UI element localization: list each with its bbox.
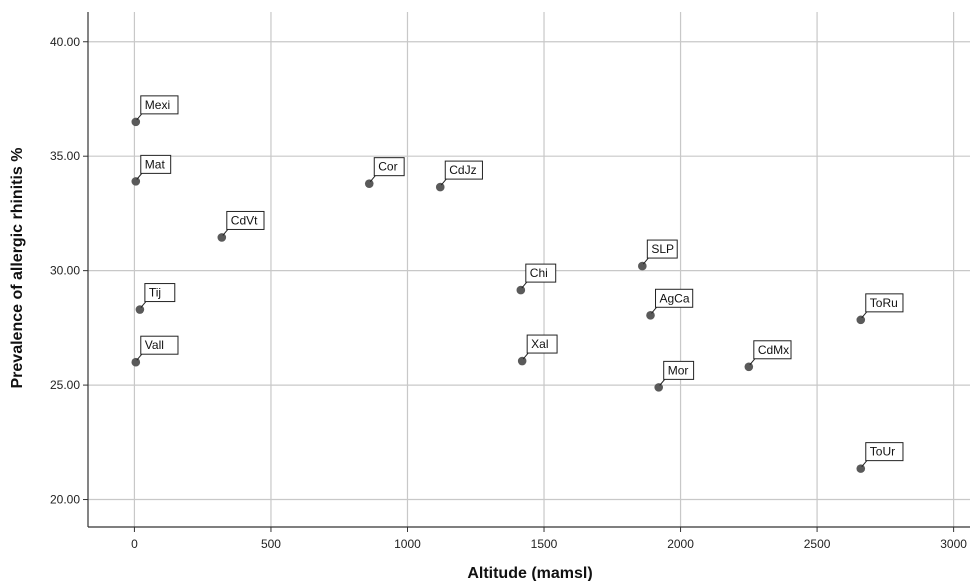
- y-axis-title: Prevalence of allergic rhinitis %: [9, 148, 26, 389]
- data-point-tij: [135, 305, 145, 314]
- data-labels: Mexi Mat CdVt Tij Vall Cor CdJz Chi Xal SLP AgCa Mo…: [136, 95, 904, 467]
- point-label-mor: Mor: [668, 363, 689, 377]
- x-tick-label: 0: [131, 537, 138, 551]
- point-label-cdvt: CdVt: [231, 213, 258, 227]
- y-tick-label: 35.00: [50, 149, 80, 163]
- point-label-box: [444, 160, 483, 180]
- data-point-vall: [131, 357, 141, 367]
- point-label-chi: Chi: [530, 266, 548, 280]
- data-points: [131, 117, 866, 473]
- data-point-mexi: [131, 117, 141, 127]
- point-label-box: [526, 334, 558, 354]
- point-leader-line: [440, 178, 447, 186]
- point-label-agca: AgCa: [660, 291, 690, 305]
- data-point-toru: [856, 315, 866, 325]
- data-point-mat: [131, 177, 141, 186]
- point-label-box: [525, 263, 557, 283]
- data-point-cor: [364, 179, 374, 188]
- point-label-box: [140, 95, 179, 115]
- point-label-tour: ToUr: [870, 445, 895, 459]
- point-leader-line: [861, 311, 868, 319]
- point-leader-line: [749, 358, 756, 366]
- point-leader-line: [642, 257, 649, 265]
- x-tick-label: 500: [261, 537, 281, 551]
- y-tick-label: 30.00: [50, 264, 80, 278]
- y-tick-label: 20.00: [50, 493, 80, 507]
- point-label-box: [140, 335, 179, 355]
- point-label-cdmx: CdMx: [758, 343, 789, 357]
- point-label-mat: Mat: [145, 157, 166, 171]
- point-leader-line: [651, 306, 657, 314]
- y-tick-label: 40.00: [50, 35, 80, 49]
- grid: [88, 12, 970, 527]
- y-tick-label: 25.00: [50, 378, 80, 392]
- point-label-box: [753, 340, 792, 360]
- data-point-cdmx: [744, 362, 754, 372]
- point-label-box: [140, 154, 172, 174]
- data-point-mor: [654, 383, 664, 392]
- point-label-box: [646, 239, 678, 259]
- x-tick-label: 2000: [667, 537, 694, 551]
- point-label-box: [226, 210, 265, 230]
- point-label-tij: Tij: [149, 286, 161, 300]
- axes: 0 500 1000 1500 2000 2500 3000 20.00 25.00 30.00 3…: [50, 12, 970, 551]
- point-label-box: [655, 288, 694, 308]
- x-tick-label: 2500: [804, 537, 831, 551]
- x-tick-label: 1500: [531, 537, 558, 551]
- data-point-cdjz: [435, 182, 445, 192]
- point-label-box: [144, 283, 176, 303]
- point-label-box: [865, 293, 904, 313]
- point-leader-line: [522, 352, 529, 360]
- data-point-chi: [516, 285, 526, 295]
- point-leader-line: [136, 113, 143, 121]
- point-leader-line: [861, 460, 868, 467]
- point-label-box: [865, 442, 904, 462]
- data-point-cdvt: [217, 233, 227, 242]
- x-tick-label: 3000: [940, 537, 967, 551]
- point-leader-line: [659, 379, 666, 386]
- point-leader-line: [136, 173, 143, 180]
- point-leader-line: [369, 175, 376, 182]
- point-label-cdjz: CdJz: [449, 163, 476, 177]
- x-axis-title: Altitude (mamsl): [467, 565, 592, 581]
- point-label-vall: Vall: [145, 338, 164, 352]
- point-label-mexi: Mexi: [145, 98, 170, 112]
- point-leader-line: [521, 281, 528, 289]
- point-label-box: [373, 157, 405, 177]
- data-point-slp: [638, 261, 647, 271]
- x-tick-label: 1000: [394, 537, 421, 551]
- data-point-tour: [856, 464, 866, 473]
- point-label-toru: ToRu: [870, 296, 898, 310]
- point-leader-line: [140, 301, 147, 308]
- data-point-xal: [517, 356, 527, 366]
- point-label-box: [663, 360, 695, 380]
- point-label-slp: SLP: [651, 242, 674, 256]
- point-label-xal: Xal: [531, 337, 548, 351]
- point-leader-line: [136, 353, 143, 361]
- point-leader-line: [222, 229, 229, 236]
- point-label-cor: Cor: [378, 160, 397, 174]
- data-point-agca: [646, 310, 655, 320]
